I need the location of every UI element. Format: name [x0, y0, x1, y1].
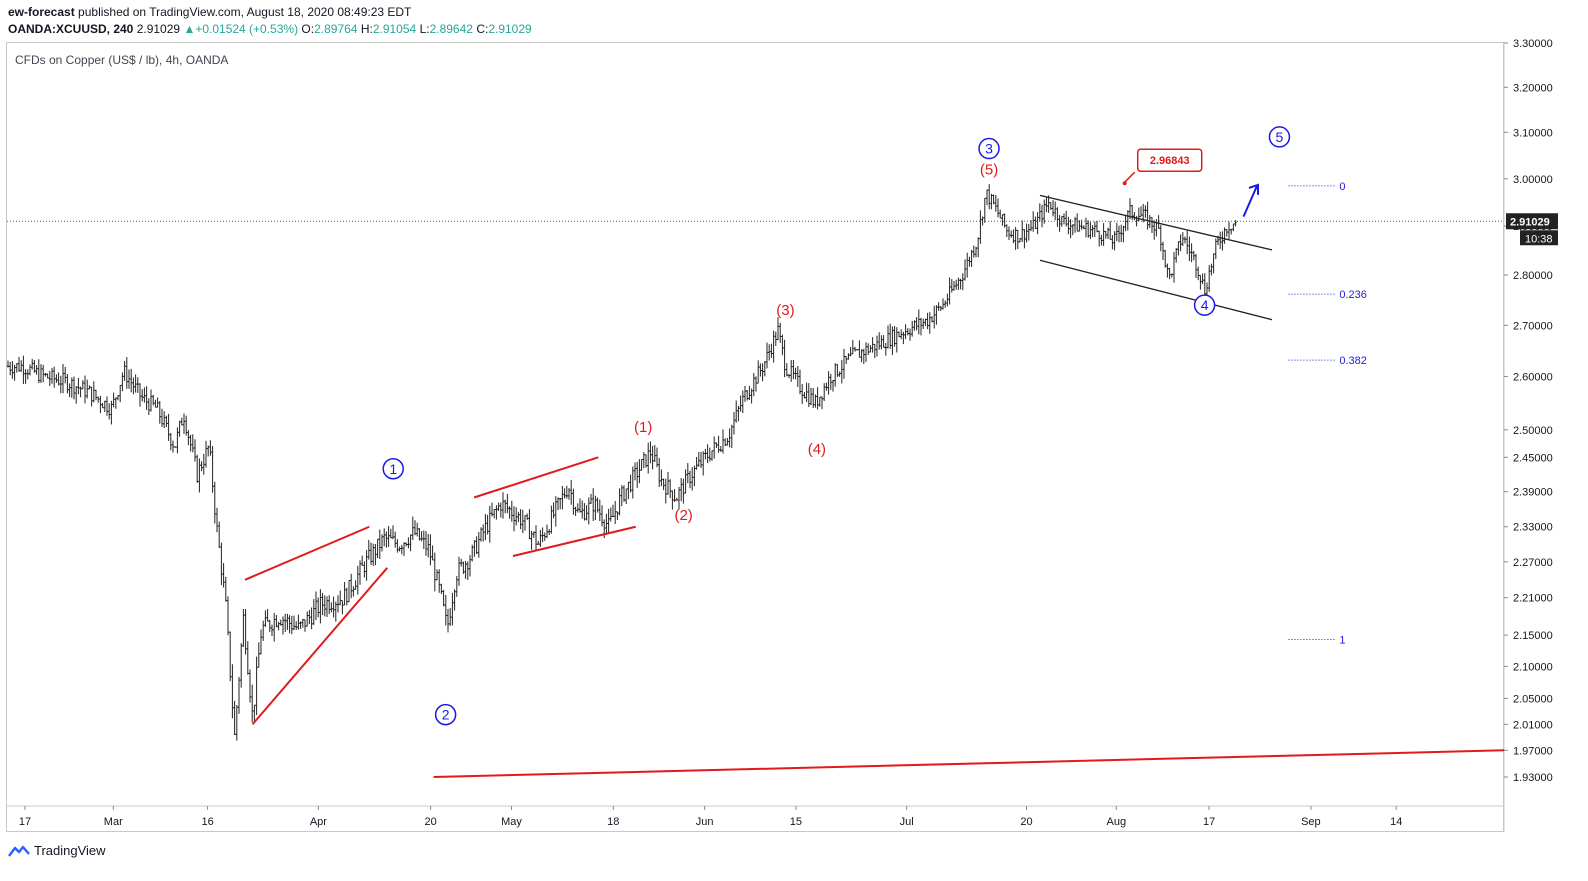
x-tick-label: Sep [1301, 816, 1321, 828]
y-tick-label: 2.27000 [1513, 557, 1553, 569]
wave-label: 3 [985, 141, 993, 157]
y-tick-label: 2.01000 [1513, 719, 1553, 731]
y-tick-label: 2.50000 [1513, 425, 1553, 437]
open-label: O: [301, 22, 315, 36]
wave-label: (3) [776, 302, 794, 319]
tradingview-logo[interactable]: TradingView [8, 843, 106, 858]
wave-label-circle [978, 137, 1000, 160]
x-tick-label: 17 [19, 816, 31, 828]
wave-label: (4) [808, 441, 826, 458]
last-price: 2.91029 [136, 22, 181, 36]
wave-label-circle [434, 703, 457, 726]
y-tick-label: 3.00000 [1513, 174, 1553, 186]
x-tick-label: May [501, 816, 522, 828]
publisher-line: ew-forecast published on TradingView.com… [8, 5, 411, 19]
x-tick-label: Mar [104, 816, 123, 828]
close-label: C: [476, 22, 489, 36]
wave-label-circle [382, 458, 404, 480]
low-value: 2.89642 [429, 22, 473, 36]
callout-pointer [1124, 171, 1136, 183]
wave-label: 5 [1276, 129, 1284, 145]
y-tick-label: 2.39000 [1513, 487, 1553, 499]
red-trendline [251, 567, 388, 726]
ohlc-legend: OANDA:XCUUSD, 240 2.91029 ▲+0.01524 (+0.… [8, 22, 532, 36]
last-price-tag-label: 2.91029 [1510, 216, 1550, 228]
wave-label: (5) [980, 162, 998, 179]
high-label: H: [360, 22, 373, 36]
x-tick-label: 20 [1020, 816, 1032, 828]
chart-title: CFDs on Copper (US$ / lb), 4h, OANDA [15, 53, 229, 67]
fib-level-label: 0 [1339, 181, 1345, 193]
author-name[interactable]: ew-forecast [8, 5, 75, 19]
y-tick-label: 1.97000 [1513, 745, 1553, 757]
x-tick-label: Aug [1106, 816, 1126, 828]
countdown-tag [1520, 230, 1558, 246]
y-tick-label: 2.05000 [1513, 693, 1553, 705]
channel-upper-line [1039, 194, 1273, 251]
y-tick-label: 2.45000 [1513, 452, 1553, 464]
red-trendline [244, 525, 370, 581]
x-tick-label: 14 [1390, 816, 1402, 828]
y-tick-label: 2.21000 [1513, 593, 1553, 605]
callout-box [1136, 148, 1203, 172]
x-tick-label: 20 [425, 816, 437, 828]
x-tick-label: Jun [696, 816, 714, 828]
wave-label-circle [1193, 294, 1216, 316]
callout-dot [1122, 181, 1127, 186]
fib-level-label: 0.236 [1339, 289, 1367, 301]
callout-label: 2.96843 [1150, 155, 1190, 167]
open-value: 2.89764 [314, 22, 358, 36]
projection-arrowhead [1248, 183, 1259, 195]
wave-label: 2 [442, 707, 450, 723]
y-tick-label: 2.60000 [1513, 371, 1553, 383]
x-tick-label: 15 [790, 816, 802, 828]
tradingview-brand: TradingView [34, 843, 106, 858]
countdown-tag-label: 10:38 [1525, 233, 1553, 245]
x-tick-label: 17 [1203, 816, 1215, 828]
low-label: L: [419, 22, 430, 36]
symbol-label[interactable]: OANDA:XCUUSD, 240 [8, 22, 134, 36]
y-tick-label: 2.80000 [1513, 270, 1553, 282]
channel-lower-line [1039, 259, 1273, 321]
y-tick-label: 3.20000 [1513, 82, 1553, 94]
high-value: 2.91054 [372, 22, 417, 36]
up-arrow-icon: ▲ [183, 22, 196, 36]
projection-arrow [1242, 185, 1258, 218]
wave-label: 4 [1201, 297, 1209, 313]
tradingview-logo-icon [8, 845, 30, 857]
x-tick-label: 18 [607, 816, 619, 828]
y-tick-label: 2.10000 [1513, 661, 1553, 673]
y-tick-label: 3.10000 [1513, 127, 1553, 139]
close-value: 2.91029 [488, 22, 532, 36]
x-tick-label: Apr [310, 816, 327, 828]
y-tick-label: 2.33000 [1513, 522, 1553, 534]
y-tick-label: 2.15000 [1513, 630, 1553, 642]
y-tick-label: 3.30000 [1513, 38, 1553, 50]
x-tick-label: 16 [201, 816, 213, 828]
red-trendline [512, 525, 636, 557]
wave-label: (1) [634, 419, 652, 436]
published-text: published on TradingView.com, August 18,… [78, 5, 412, 19]
red-trendline [433, 749, 1505, 779]
price-change: +0.01524 (+0.53%) [195, 22, 299, 36]
fib-level-label: 0.382 [1339, 355, 1367, 367]
wave-label-circle [1268, 126, 1291, 148]
last-price-tag [1506, 213, 1558, 230]
y-tick-label: 2.70000 [1513, 320, 1553, 332]
red-trendline [473, 456, 599, 499]
fib-level-label: 1 [1339, 634, 1345, 646]
wave-label: 1 [389, 461, 397, 477]
x-tick-label: Jul [900, 816, 914, 828]
wave-label: (2) [674, 507, 692, 524]
y-tick-label: 1.93000 [1513, 772, 1553, 784]
